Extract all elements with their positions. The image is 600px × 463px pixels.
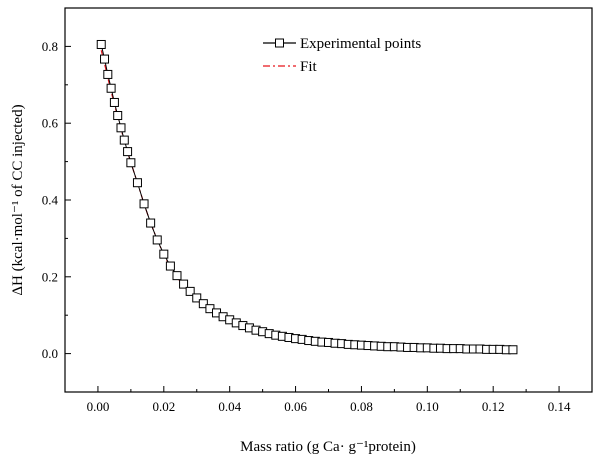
experimental-line bbox=[100, 44, 513, 351]
experimental-point bbox=[119, 135, 129, 145]
experimental-point bbox=[103, 69, 113, 79]
x-tick-label: 0.00 bbox=[87, 399, 110, 414]
x-tick-label: 0.02 bbox=[152, 399, 175, 414]
experimental-point bbox=[109, 97, 119, 107]
legend-experimental-marker bbox=[275, 38, 284, 48]
x-tick-label: 0.06 bbox=[284, 399, 307, 414]
experimental-point bbox=[165, 261, 175, 271]
x-tick-label: 0.08 bbox=[350, 399, 373, 414]
experimental-point bbox=[152, 235, 162, 245]
experimental-point bbox=[113, 111, 123, 121]
y-tick-label: 0.2 bbox=[42, 269, 58, 284]
x-tick-label: 0.14 bbox=[548, 399, 571, 414]
x-tick-label: 0.10 bbox=[416, 399, 439, 414]
y-axis-ticks: 0.0 0.2 0.4 0.6 0.8 bbox=[42, 7, 71, 393]
fit-line bbox=[100, 50, 513, 354]
y-tick-label: 0.0 bbox=[42, 346, 58, 361]
experimental-point bbox=[179, 279, 189, 289]
x-axis-title: Mass ratio (g Ca· g⁻¹protein) bbox=[240, 439, 416, 455]
experimental-point bbox=[508, 345, 518, 355]
experimental-series bbox=[96, 39, 518, 355]
y-tick-label: 0.8 bbox=[42, 39, 58, 54]
y-axis-title: ΔH (kcal·mol⁻¹ of CC injected) bbox=[10, 104, 26, 295]
fit-series bbox=[100, 50, 513, 354]
legend-fit-label: Fit bbox=[300, 59, 318, 75]
experimental-point bbox=[159, 249, 169, 259]
experimental-point bbox=[192, 293, 202, 303]
experimental-point bbox=[172, 271, 182, 281]
experimental-point bbox=[106, 83, 116, 93]
y-tick-label: 0.6 bbox=[42, 116, 59, 131]
experimental-point bbox=[185, 286, 195, 296]
legend: Experimental points Fit bbox=[263, 36, 421, 75]
legend-experimental-label: Experimental points bbox=[300, 36, 421, 52]
experimental-point bbox=[132, 178, 142, 188]
experimental-point bbox=[100, 54, 110, 64]
experimental-point bbox=[126, 158, 136, 168]
experimental-point bbox=[123, 147, 133, 157]
experimental-point bbox=[116, 123, 126, 133]
experimental-point bbox=[96, 39, 106, 49]
x-tick-label: 0.04 bbox=[218, 399, 241, 414]
experimental-point bbox=[146, 218, 156, 228]
x-axis-ticks: 0.00 0.02 0.04 0.06 0.08 0.10 0.12 0.14 bbox=[64, 386, 593, 414]
experimental-point bbox=[198, 299, 208, 309]
x-tick-label: 0.12 bbox=[482, 399, 505, 414]
y-tick-label: 0.4 bbox=[42, 193, 59, 208]
experimental-point bbox=[139, 199, 149, 209]
